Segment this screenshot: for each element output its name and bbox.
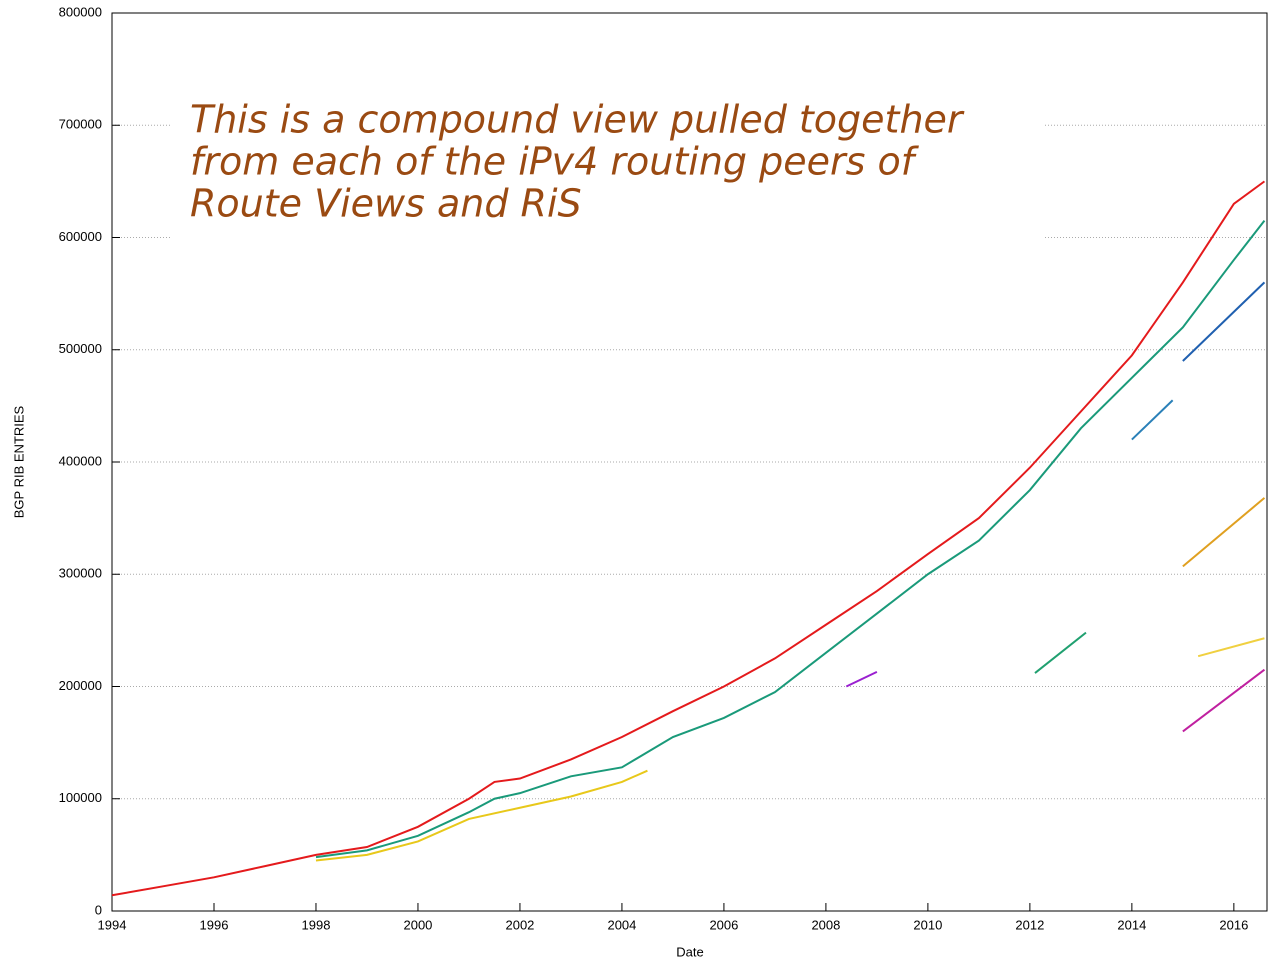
x-tick-label: 1994 (98, 917, 127, 932)
series-line (315, 769, 648, 862)
y-tick-label: 0 (95, 902, 102, 917)
x-tick-label: 2000 (403, 917, 432, 932)
x-tick-label: 1998 (302, 917, 331, 932)
x-tick-label: 2008 (811, 917, 840, 932)
y-axis-label: BGP RIB ENTRIES (11, 405, 26, 518)
x-tick-label: 2016 (1219, 917, 1248, 932)
x-tick-label: 2002 (505, 917, 534, 932)
annotation: from each of the iPv4 routing peers of (190, 140, 920, 184)
y-tick-label: 200000 (59, 678, 102, 693)
x-tick-label: 2010 (913, 917, 942, 932)
y-tick-label: 800000 (59, 4, 102, 19)
y-tick-label: 700000 (59, 117, 102, 132)
x-tick-label: 2004 (607, 917, 636, 932)
annotation-box (172, 95, 1044, 240)
series-line (1131, 399, 1174, 441)
series-line (1182, 281, 1266, 362)
series-line (845, 671, 878, 688)
y-tick-label: 400000 (59, 453, 102, 468)
series-line (1182, 497, 1266, 568)
series-line (1182, 668, 1266, 733)
series-line (111, 180, 1266, 897)
series-line (315, 220, 1266, 859)
y-tick-label: 500000 (59, 341, 102, 356)
x-axis-label: Date (676, 944, 703, 959)
y-tick-label: 300000 (59, 566, 102, 581)
x-tick-label: 2006 (709, 917, 738, 932)
y-tick-label: 600000 (59, 229, 102, 244)
annotation: This is a compound view pulled together (190, 98, 965, 142)
series-line (1197, 637, 1265, 658)
annotation: Route Views and RiS (190, 182, 582, 226)
series-line (1034, 631, 1087, 674)
x-tick-label: 2012 (1015, 917, 1044, 932)
y-tick-label: 100000 (59, 790, 102, 805)
x-tick-label: 1996 (200, 917, 229, 932)
x-tick-label: 2014 (1117, 917, 1146, 932)
